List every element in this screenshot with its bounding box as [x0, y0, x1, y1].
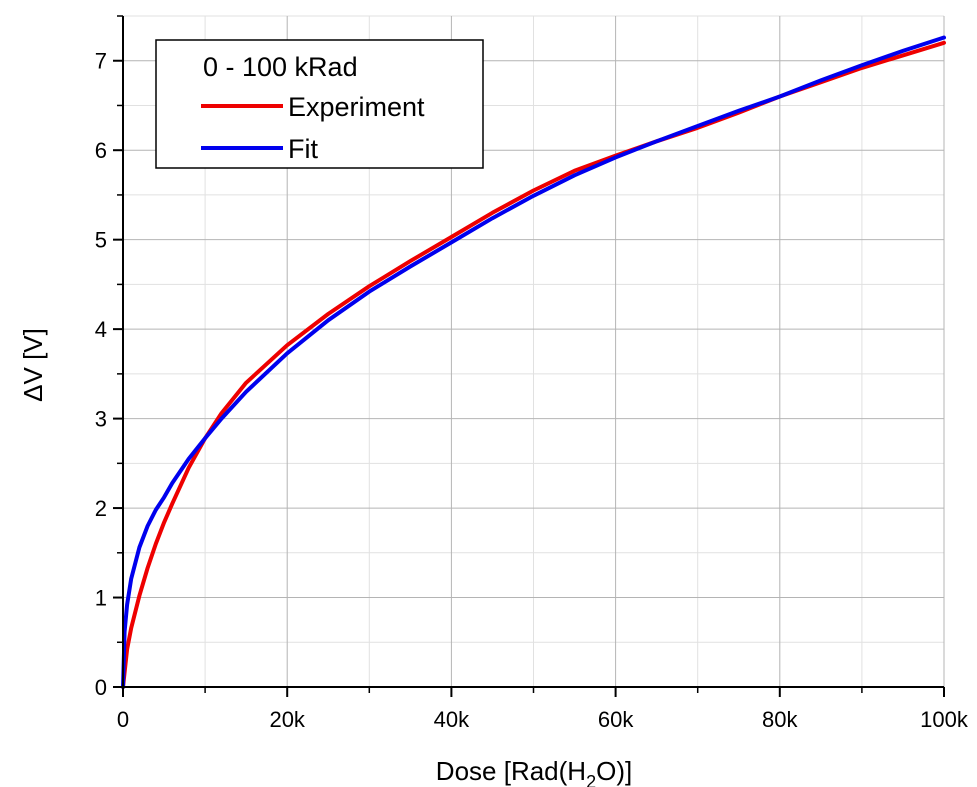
x-axis-title: Dose [Rad(H2O)]	[436, 756, 632, 787]
x-tick-label: 0	[117, 707, 129, 732]
legend-title: 0 - 100 kRad	[203, 52, 358, 82]
x-tick-label: 20k	[269, 707, 305, 732]
axes	[113, 15, 945, 697]
y-tick-label: 3	[95, 407, 107, 432]
y-tick-label: 7	[95, 49, 107, 74]
x-tick-label: 60k	[598, 707, 634, 732]
y-tick-label: 2	[95, 496, 107, 521]
series-line-fit	[121, 35, 946, 689]
x-tick-label: 100k	[920, 707, 969, 732]
y-tick-label: 5	[95, 228, 107, 253]
y-tick-label: 6	[95, 138, 107, 163]
plot-lines	[121, 35, 946, 689]
legend-label-fit: Fit	[288, 134, 318, 164]
tick-labels: 0 20k 40k 60k 80k 100k 0 1 2 3 4 5 6 7	[95, 49, 969, 732]
legend: 0 - 100 kRad Experiment Fit	[155, 39, 484, 169]
legend-label-experiment: Experiment	[288, 92, 425, 122]
y-tick-label: 4	[95, 317, 107, 342]
y-tick-label: 0	[95, 675, 107, 700]
x-tick-label: 80k	[762, 707, 798, 732]
x-tick-label: 40k	[434, 707, 470, 732]
y-tick-label: 1	[95, 586, 107, 611]
y-axis-title: ΔV [V]	[18, 328, 48, 402]
